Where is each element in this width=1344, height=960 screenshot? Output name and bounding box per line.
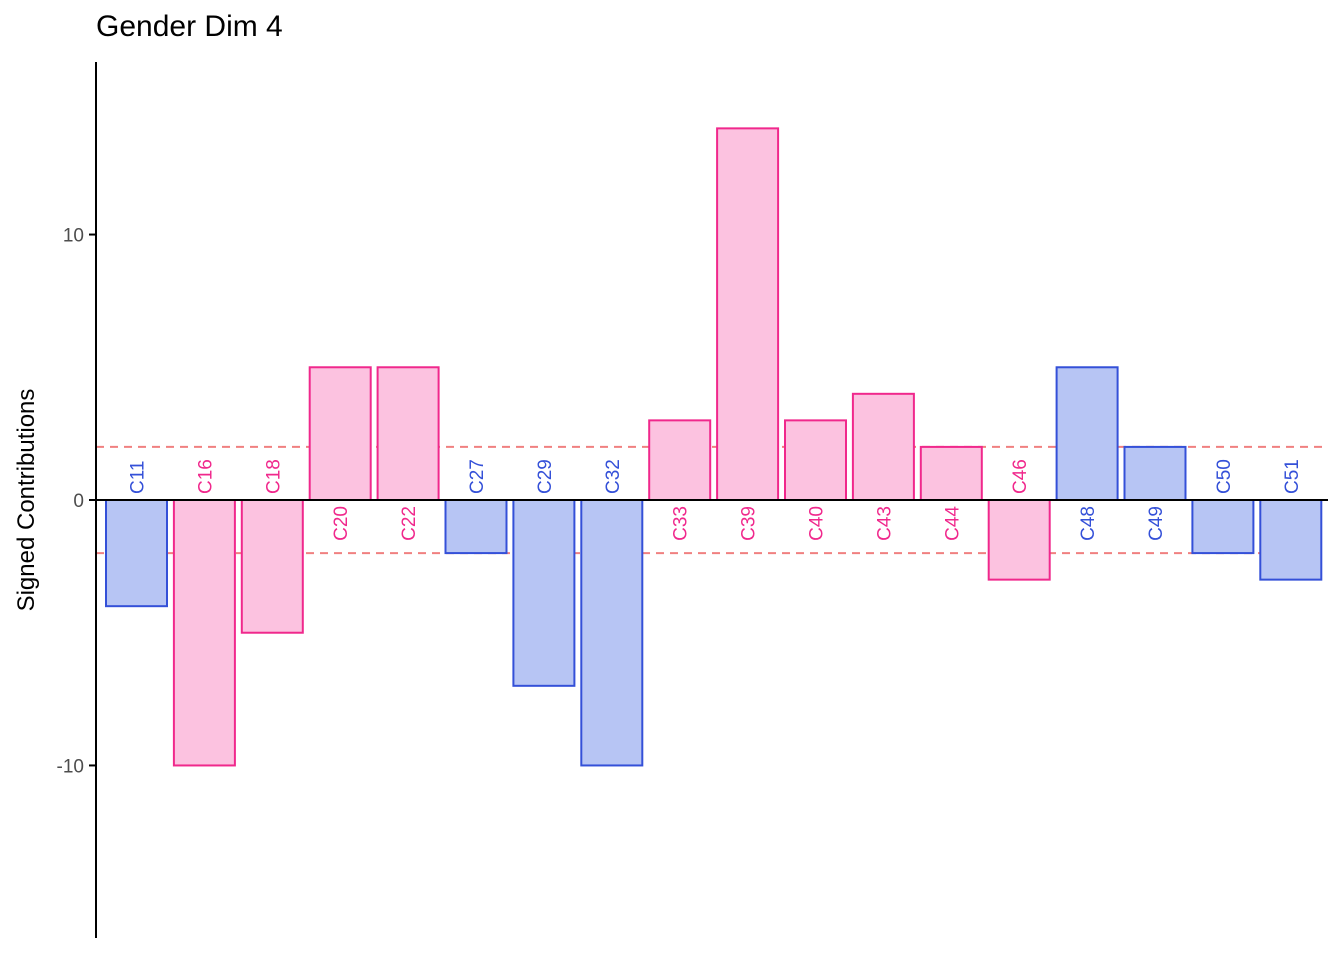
bar-label-c18: C18	[263, 459, 284, 494]
bar-label-c22: C22	[399, 506, 420, 541]
bar-label-c32: C32	[603, 459, 624, 494]
bar-c20	[308, 366, 372, 502]
bar-label-c40: C40	[807, 506, 828, 541]
bar-label-c27: C27	[467, 459, 488, 494]
bar-c27	[444, 499, 508, 555]
bar-label-c44: C44	[942, 506, 963, 541]
bar-c50	[1191, 499, 1255, 555]
bar-label-c16: C16	[195, 459, 216, 494]
bar-label-c50: C50	[1214, 459, 1235, 494]
bar-c46	[987, 499, 1051, 581]
y-axis-label: Signed Contributions	[13, 389, 40, 612]
bar-c44	[919, 445, 983, 501]
bar-label-c39: C39	[739, 506, 760, 541]
bar-c48	[1055, 366, 1119, 502]
bar-c16	[172, 499, 236, 767]
bar-c43	[851, 392, 915, 501]
bar-c33	[648, 419, 712, 502]
bar-label-c33: C33	[671, 506, 692, 541]
bar-label-c20: C20	[331, 506, 352, 541]
bar-c11	[105, 499, 168, 608]
bar-label-c48: C48	[1078, 506, 1099, 541]
bar-c49	[1123, 445, 1187, 501]
bar-label-c46: C46	[1010, 459, 1031, 494]
bar-label-c43: C43	[874, 506, 895, 541]
bar-label-c51: C51	[1282, 459, 1303, 494]
y-tick-label: -10	[57, 756, 84, 777]
y-tick-label: 10	[63, 226, 84, 247]
threshold-lines	[96, 445, 1328, 555]
chart-title: Gender Dim 4	[96, 10, 283, 43]
bar-c29	[512, 499, 576, 687]
bar-label-c11: C11	[128, 461, 149, 494]
bar-c39	[716, 127, 780, 501]
bar-c18	[240, 499, 304, 634]
bar-c32	[580, 499, 644, 767]
bar-label-c29: C29	[535, 459, 556, 494]
y-ticks-group: -10 0 10	[57, 226, 96, 777]
y-tick-label: 0	[73, 491, 84, 512]
bar-c22	[376, 366, 440, 502]
bar-label-c49: C49	[1146, 506, 1167, 541]
bar-c51	[1259, 499, 1323, 581]
bar-labels-group: C11 C16 C18 C20 C22 C27 C29 C32 C33 C39 C40 C43 C44 C…	[128, 459, 1303, 541]
bar-c40	[784, 419, 847, 502]
